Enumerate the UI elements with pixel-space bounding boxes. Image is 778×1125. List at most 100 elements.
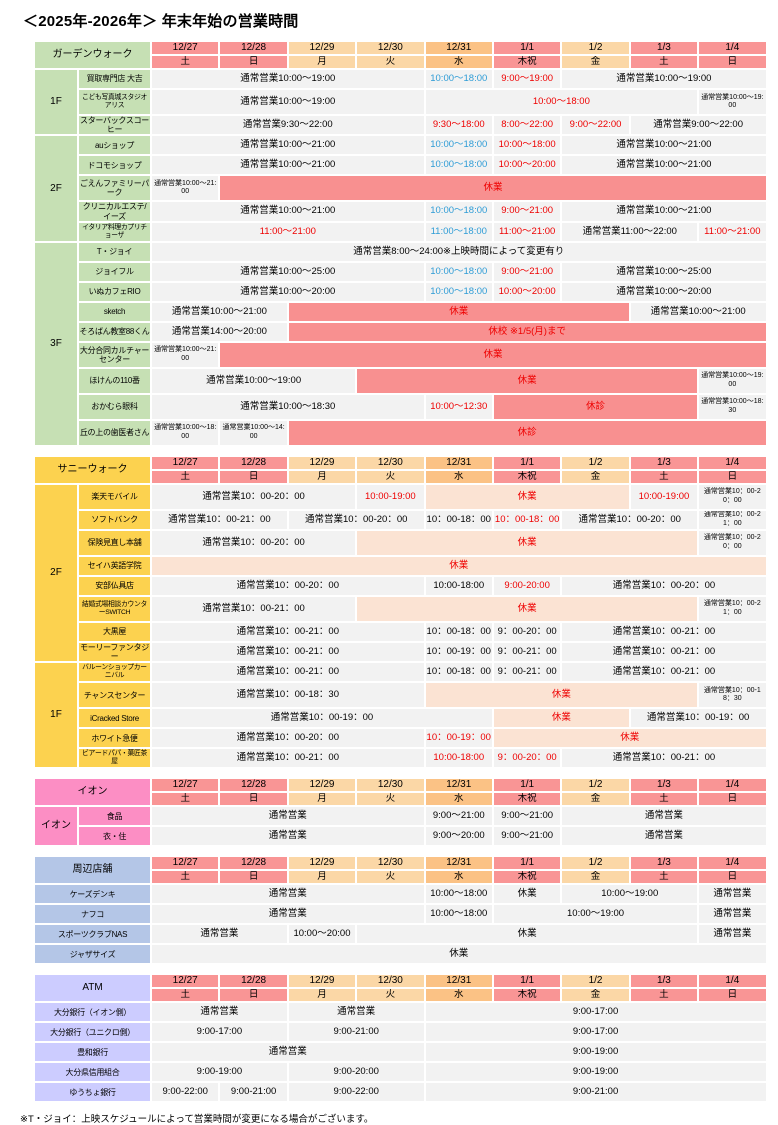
- day-cell: 火: [355, 468, 426, 485]
- store-label: 結婚式場相談カウンターSWITCH: [77, 594, 152, 623]
- hours-cell: 通常営業: [560, 825, 768, 848]
- closed-cell: 休業: [491, 727, 768, 750]
- hours-cell: 9:00～21:00: [423, 805, 494, 828]
- date-cell: 1/3: [628, 973, 700, 990]
- store-label: sketch: [77, 300, 152, 323]
- date-cell: 1/4: [697, 454, 768, 471]
- day-cell: 土: [149, 54, 221, 70]
- day-cell: 土: [149, 869, 221, 886]
- hours-cell: 10:00～18:00: [423, 903, 494, 926]
- store-label: 丘の上の歯医者さん: [77, 418, 152, 447]
- hours-cell: 通常営業10：00-21：00: [560, 661, 768, 684]
- hours-cell: 9:00～20:00: [423, 825, 494, 848]
- closed-cell: 休業: [423, 482, 631, 511]
- hours-cell: 通常営業10：00-20：00: [150, 727, 426, 750]
- hours-cell: 9:00-22:00: [149, 1081, 221, 1104]
- hours-cell: 10:00～18:00: [423, 154, 494, 177]
- hours-cell: 10:00～18:00: [423, 883, 494, 906]
- section-label: 周辺店舗: [33, 855, 152, 886]
- date-cell: 1/1: [491, 40, 563, 56]
- date-cell: 1/4: [697, 855, 768, 872]
- date-cell: 1/4: [697, 973, 768, 990]
- store-label: イタリア料理カプリチョーザ: [77, 220, 152, 243]
- day-cell: 月: [286, 791, 358, 808]
- day-cell: 月: [286, 987, 358, 1004]
- closed-cell: 休業: [491, 707, 631, 730]
- hours-cell: 10:00～20:00: [491, 280, 563, 303]
- day-cell: 土: [149, 468, 221, 485]
- hours-cell: 通常営業10：00-19：00: [628, 707, 768, 730]
- hours-cell: 10:00～18:00: [423, 88, 700, 116]
- hours-cell: 通常営業10:00～20:00: [150, 280, 426, 303]
- store-label: 買取専門店 大吉: [77, 68, 152, 90]
- hours-cell: 10:00～18:00: [423, 280, 494, 303]
- hours-cell: 通常営業10:00～14:00: [218, 418, 289, 447]
- date-cell: 12/29: [286, 855, 358, 872]
- date-cell: 12/27: [149, 973, 221, 990]
- date-cell: 12/28: [218, 777, 289, 794]
- section-label: サニーウォーク: [33, 454, 152, 485]
- hours-cell: 通常営業10：00-21：00: [560, 640, 768, 664]
- section-label: イオン: [33, 777, 152, 808]
- hours-cell: 通常営業10：00-21：00: [150, 620, 426, 643]
- date-cell: 12/31: [423, 855, 494, 872]
- hours-cell: 通常営業10：00-20：00: [560, 574, 768, 597]
- date-cell: 1/1: [491, 973, 563, 990]
- hours-cell: 10:00～18:00: [423, 260, 494, 283]
- hours-cell: 通常営業10:00～21:00: [150, 154, 426, 177]
- store-label: こども写真城スタジオアリス: [77, 88, 152, 116]
- date-cell: 12/30: [355, 40, 426, 56]
- hours-cell: 通常営業10:00～19:00: [560, 68, 768, 90]
- store-label: ゆうちょ銀行: [33, 1081, 152, 1104]
- store-label: 大黒屋: [77, 620, 152, 643]
- hours-cell: 9:00-21:00: [218, 1081, 289, 1104]
- store-label: ソフトバンク: [77, 508, 152, 531]
- hours-cell: 10:00-18:00: [423, 574, 494, 597]
- date-cell: 1/1: [491, 777, 563, 794]
- day-cell: 金: [560, 869, 631, 886]
- date-cell: 12/28: [218, 855, 289, 872]
- hours-cell: 通常営業: [697, 883, 768, 906]
- hours-cell: 通常営業10：00-21：00: [150, 661, 426, 684]
- schedule-table-atm: ATM 12/27 12/28 12/29 12/30 12/31 1/1 1/2 1/3 1/4…: [33, 973, 768, 1104]
- store-label: 衣・住: [77, 825, 152, 848]
- hours-cell: 通常営業10:00～25:00: [150, 260, 426, 283]
- hours-cell: 通常営業: [150, 923, 289, 946]
- hours-cell: 通常営業10:00～19:00: [697, 88, 768, 116]
- floor-label: 2F: [33, 134, 79, 243]
- hours-cell: 通常営業10：00-21：00: [560, 620, 768, 643]
- hours-cell: 9:30～18:00: [423, 113, 494, 137]
- date-cell: 12/31: [423, 777, 494, 794]
- hours-cell: 通常営業10:00～19:00: [150, 68, 426, 90]
- store-label: iCracked Store: [77, 707, 152, 730]
- section-label: ATM: [33, 973, 152, 1004]
- store-label: いぬカフェRIO: [77, 280, 152, 303]
- date-cell: 12/30: [355, 855, 426, 872]
- hours-cell: 通常営業10:00～21:00: [560, 154, 768, 177]
- hours-cell: 通常営業10：00-19：00: [150, 707, 494, 730]
- footnote: ※T・ジョイ：上映スケジュールによって営業時間が変更になる場合がございます。: [20, 1114, 374, 1125]
- hours-cell: 通常営業10:00～21:00: [149, 174, 221, 203]
- hours-cell: 9:00-19:00: [423, 1061, 768, 1084]
- hours-cell: 通常営業: [150, 903, 426, 926]
- date-cell: 12/31: [423, 454, 494, 471]
- hours-cell: 通常営業10:00～18:00: [149, 418, 221, 447]
- hours-cell: 10:00～19:00: [491, 903, 700, 926]
- date-cell: 1/3: [628, 40, 700, 56]
- day-cell: 木祝: [491, 468, 563, 485]
- hours-cell: 通常営業: [560, 805, 768, 828]
- day-cell: 土: [149, 987, 221, 1004]
- day-cell: 水: [423, 791, 494, 808]
- hours-cell: 10：00-18：00: [423, 620, 494, 643]
- store-label: おかむら眼科: [77, 392, 152, 421]
- closed-cell: 休診: [491, 392, 700, 421]
- day-cell: 水: [423, 869, 494, 886]
- hours-cell: 通常営業10:00～19:00: [150, 88, 426, 116]
- hours-cell: 9:00-19:00: [423, 1041, 768, 1064]
- hours-cell: 通常営業10:00～18:30: [150, 392, 426, 421]
- hours-cell: 10：00-18：00: [423, 508, 494, 531]
- hours-cell: 通常営業: [150, 825, 426, 848]
- store-label: 大分県信用組合: [33, 1061, 152, 1084]
- day-cell: 月: [286, 54, 358, 70]
- date-cell: 12/28: [218, 973, 289, 990]
